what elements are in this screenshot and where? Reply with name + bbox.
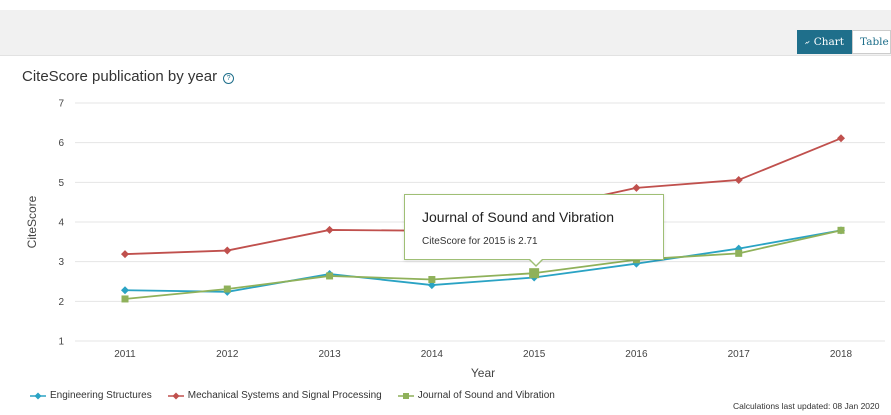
data-point <box>837 134 845 143</box>
chart-legend: Engineering Structures Mechanical System… <box>30 390 555 401</box>
x-tick-label: 2015 <box>523 349 546 360</box>
y-tick-label: 3 <box>58 257 64 268</box>
chart-header: CiteScore publication by year ? <box>22 68 235 85</box>
data-point <box>223 246 232 255</box>
legend-item-engineering-structures[interactable]: Engineering Structures <box>30 390 152 401</box>
table-view-label: Table <box>860 36 889 48</box>
tooltip-pointer <box>529 259 543 267</box>
y-tick-label: 4 <box>58 218 64 229</box>
top-toolbar <box>0 10 891 56</box>
legend-marker-icon <box>167 392 184 399</box>
data-point <box>734 175 743 184</box>
data-point <box>735 249 743 257</box>
chart-tooltip: Journal of Sound and Vibration CiteScore… <box>404 194 664 267</box>
data-point <box>121 295 129 303</box>
chart-view-label: Chart <box>813 36 844 48</box>
legend-marker-icon <box>397 392 414 399</box>
data-point <box>325 225 334 234</box>
x-tick-label: 2014 <box>421 349 444 360</box>
chart-view-button[interactable]: Chart <box>797 30 852 54</box>
legend-marker-icon <box>30 392 46 399</box>
data-point <box>223 285 231 293</box>
legend-label: Engineering Structures <box>50 390 152 401</box>
x-tick-label: 2011 <box>114 349 136 360</box>
y-tick-label: 2 <box>58 297 64 308</box>
series-line <box>124 229 842 293</box>
x-tick-label: 2016 <box>625 349 648 360</box>
x-tick-label: 2018 <box>830 349 853 360</box>
data-point <box>837 226 845 234</box>
legend-item-mechanical-systems[interactable]: Mechanical Systems and Signal Processing <box>167 390 382 401</box>
x-tick-label: 2012 <box>216 349 239 360</box>
legend-label: Journal of Sound and Vibration <box>417 390 555 401</box>
line-chart-icon <box>805 40 810 44</box>
x-tick-label: 2017 <box>728 349 751 360</box>
y-tick-label: 5 <box>58 178 64 189</box>
tooltip-title: Journal of Sound and Vibration <box>422 209 614 225</box>
series-line <box>124 229 842 300</box>
x-axis-title: Year <box>471 366 495 380</box>
data-point <box>121 286 129 295</box>
legend-label: Mechanical Systems and Signal Processing <box>187 390 382 401</box>
legend-item-journal-sound-vibration[interactable]: Journal of Sound and Vibration <box>397 390 555 401</box>
page-title: CiteScore publication by year <box>22 68 218 85</box>
y-tick-label: 7 <box>58 99 64 110</box>
last-updated-note: Calculations last updated: 08 Jan 2020 <box>733 401 880 411</box>
data-point <box>428 276 436 284</box>
data-point <box>529 268 540 279</box>
y-tick-label: 1 <box>58 337 64 348</box>
data-point <box>326 272 334 280</box>
y-axis-title: CiteScore <box>25 195 39 248</box>
data-point <box>632 183 641 192</box>
y-tick-label: 6 <box>58 138 64 149</box>
help-circle-icon[interactable]: ? <box>223 73 235 84</box>
x-tick-label: 2013 <box>318 349 341 360</box>
data-point <box>121 250 129 259</box>
tooltip-text: CiteScore for 2015 is 2.71 <box>422 236 538 247</box>
data-point <box>427 281 436 290</box>
